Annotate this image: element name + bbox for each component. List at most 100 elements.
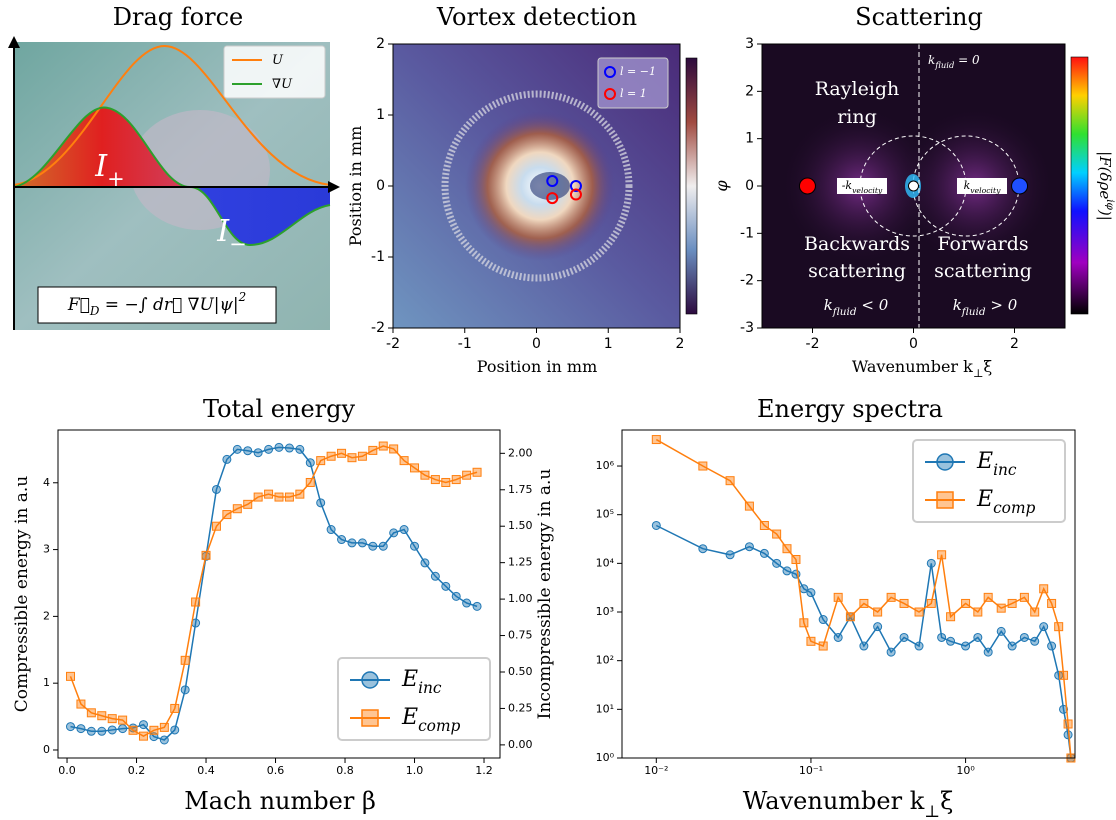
y-tick-label: -3 xyxy=(740,320,754,336)
marker xyxy=(232,444,242,454)
y-tick-label: 10⁶ xyxy=(596,459,615,472)
marker xyxy=(305,458,315,468)
marker xyxy=(1063,719,1073,729)
marker xyxy=(946,612,956,622)
marker xyxy=(462,470,472,480)
marker xyxy=(347,453,357,463)
marker xyxy=(378,541,388,551)
marker xyxy=(833,632,843,642)
x-tick-label: 0.8 xyxy=(336,764,354,777)
marker xyxy=(399,456,409,466)
x-axis-label: Wavenumber k⊥ξ xyxy=(852,357,993,380)
vortex-marker xyxy=(546,192,559,205)
marker xyxy=(725,476,735,486)
x-tick-label: 10⁻¹ xyxy=(799,764,823,777)
marker xyxy=(1059,704,1069,714)
y-tick-label: -2 xyxy=(740,273,754,289)
x-tick-label: 2 xyxy=(1010,336,1019,352)
marker xyxy=(326,525,336,535)
formula-box xyxy=(37,286,277,324)
y2-tick-label: 1.00 xyxy=(508,592,533,605)
marker xyxy=(66,722,76,732)
y-tick-label: 0 xyxy=(43,743,50,756)
marker xyxy=(1007,641,1017,651)
marker xyxy=(337,448,347,458)
x-axis-label: Position in mm xyxy=(477,357,598,376)
marker xyxy=(1019,592,1029,602)
marker xyxy=(295,489,305,499)
marker xyxy=(914,641,924,651)
marker xyxy=(983,647,993,657)
marker xyxy=(818,615,828,625)
marker xyxy=(378,441,388,451)
legend-box xyxy=(337,657,491,741)
y2-tick-label: 1.75 xyxy=(508,483,533,496)
marker xyxy=(946,636,956,646)
marker xyxy=(180,685,190,695)
marker xyxy=(698,544,708,554)
marker xyxy=(1039,622,1049,632)
y2-tick-label: 1.25 xyxy=(508,556,533,569)
marker xyxy=(357,451,367,461)
y-tick-label: 1 xyxy=(745,131,754,147)
panel-title: Drag force xyxy=(113,3,243,31)
marker xyxy=(430,475,440,485)
axes-frame xyxy=(621,429,1076,759)
y-tick-label: 10³ xyxy=(596,605,614,618)
marker xyxy=(791,554,801,564)
marker xyxy=(389,528,399,538)
marker xyxy=(996,603,1006,613)
marker xyxy=(472,467,482,477)
y-tick-label: 2 xyxy=(745,83,754,99)
legend-label: Einc xyxy=(401,667,442,697)
marker xyxy=(170,725,180,735)
marker xyxy=(914,607,924,617)
x-tick-label: 0 xyxy=(532,336,541,352)
marker xyxy=(651,435,661,445)
marker xyxy=(243,446,253,456)
marker xyxy=(274,492,284,502)
panel-title: Scattering xyxy=(855,3,983,31)
y-tick-label: -1 xyxy=(371,249,385,265)
marker xyxy=(368,541,378,551)
x-tick-label: 1 xyxy=(604,336,613,352)
marker xyxy=(744,542,754,552)
marker xyxy=(159,735,169,745)
series-line xyxy=(655,438,1072,759)
marker xyxy=(389,444,399,454)
legend-label: l = −1 xyxy=(620,65,656,78)
x-tick-label: -2 xyxy=(386,336,400,352)
x-tick-label: 10⁰ xyxy=(956,764,975,777)
y2-tick-label: 0.50 xyxy=(508,665,533,678)
marker xyxy=(873,622,883,632)
marker xyxy=(698,461,708,471)
marker xyxy=(1047,641,1057,651)
marker xyxy=(264,489,274,499)
x-tick-label: 0 xyxy=(909,336,918,352)
marker xyxy=(274,442,284,452)
x-tick-label: 2 xyxy=(676,336,685,352)
x-axis-label: Wavenumber k⊥ξ xyxy=(743,787,954,820)
y2-tick-label: 1.50 xyxy=(508,519,533,532)
marker xyxy=(118,724,128,734)
marker xyxy=(1054,670,1064,680)
marker xyxy=(441,477,451,487)
marker xyxy=(772,529,782,539)
y-tick-label: 2 xyxy=(43,609,50,622)
arrow-head xyxy=(328,181,340,193)
point-marker xyxy=(1011,177,1029,195)
y-axis-label: Position in mm xyxy=(346,126,365,247)
marker xyxy=(744,501,754,511)
marker xyxy=(222,454,232,464)
y2-tick-label: 0.25 xyxy=(508,701,533,714)
legend-label: U xyxy=(272,53,284,68)
y-tick-label: 4 xyxy=(43,476,50,489)
marker xyxy=(886,592,896,602)
marker xyxy=(806,636,816,646)
marker xyxy=(295,444,305,454)
panel-title: Energy spectra xyxy=(757,395,943,423)
annotation: ring xyxy=(837,106,877,128)
marker xyxy=(818,641,828,651)
vortex-marker xyxy=(569,188,582,201)
legend-marker xyxy=(604,66,616,78)
